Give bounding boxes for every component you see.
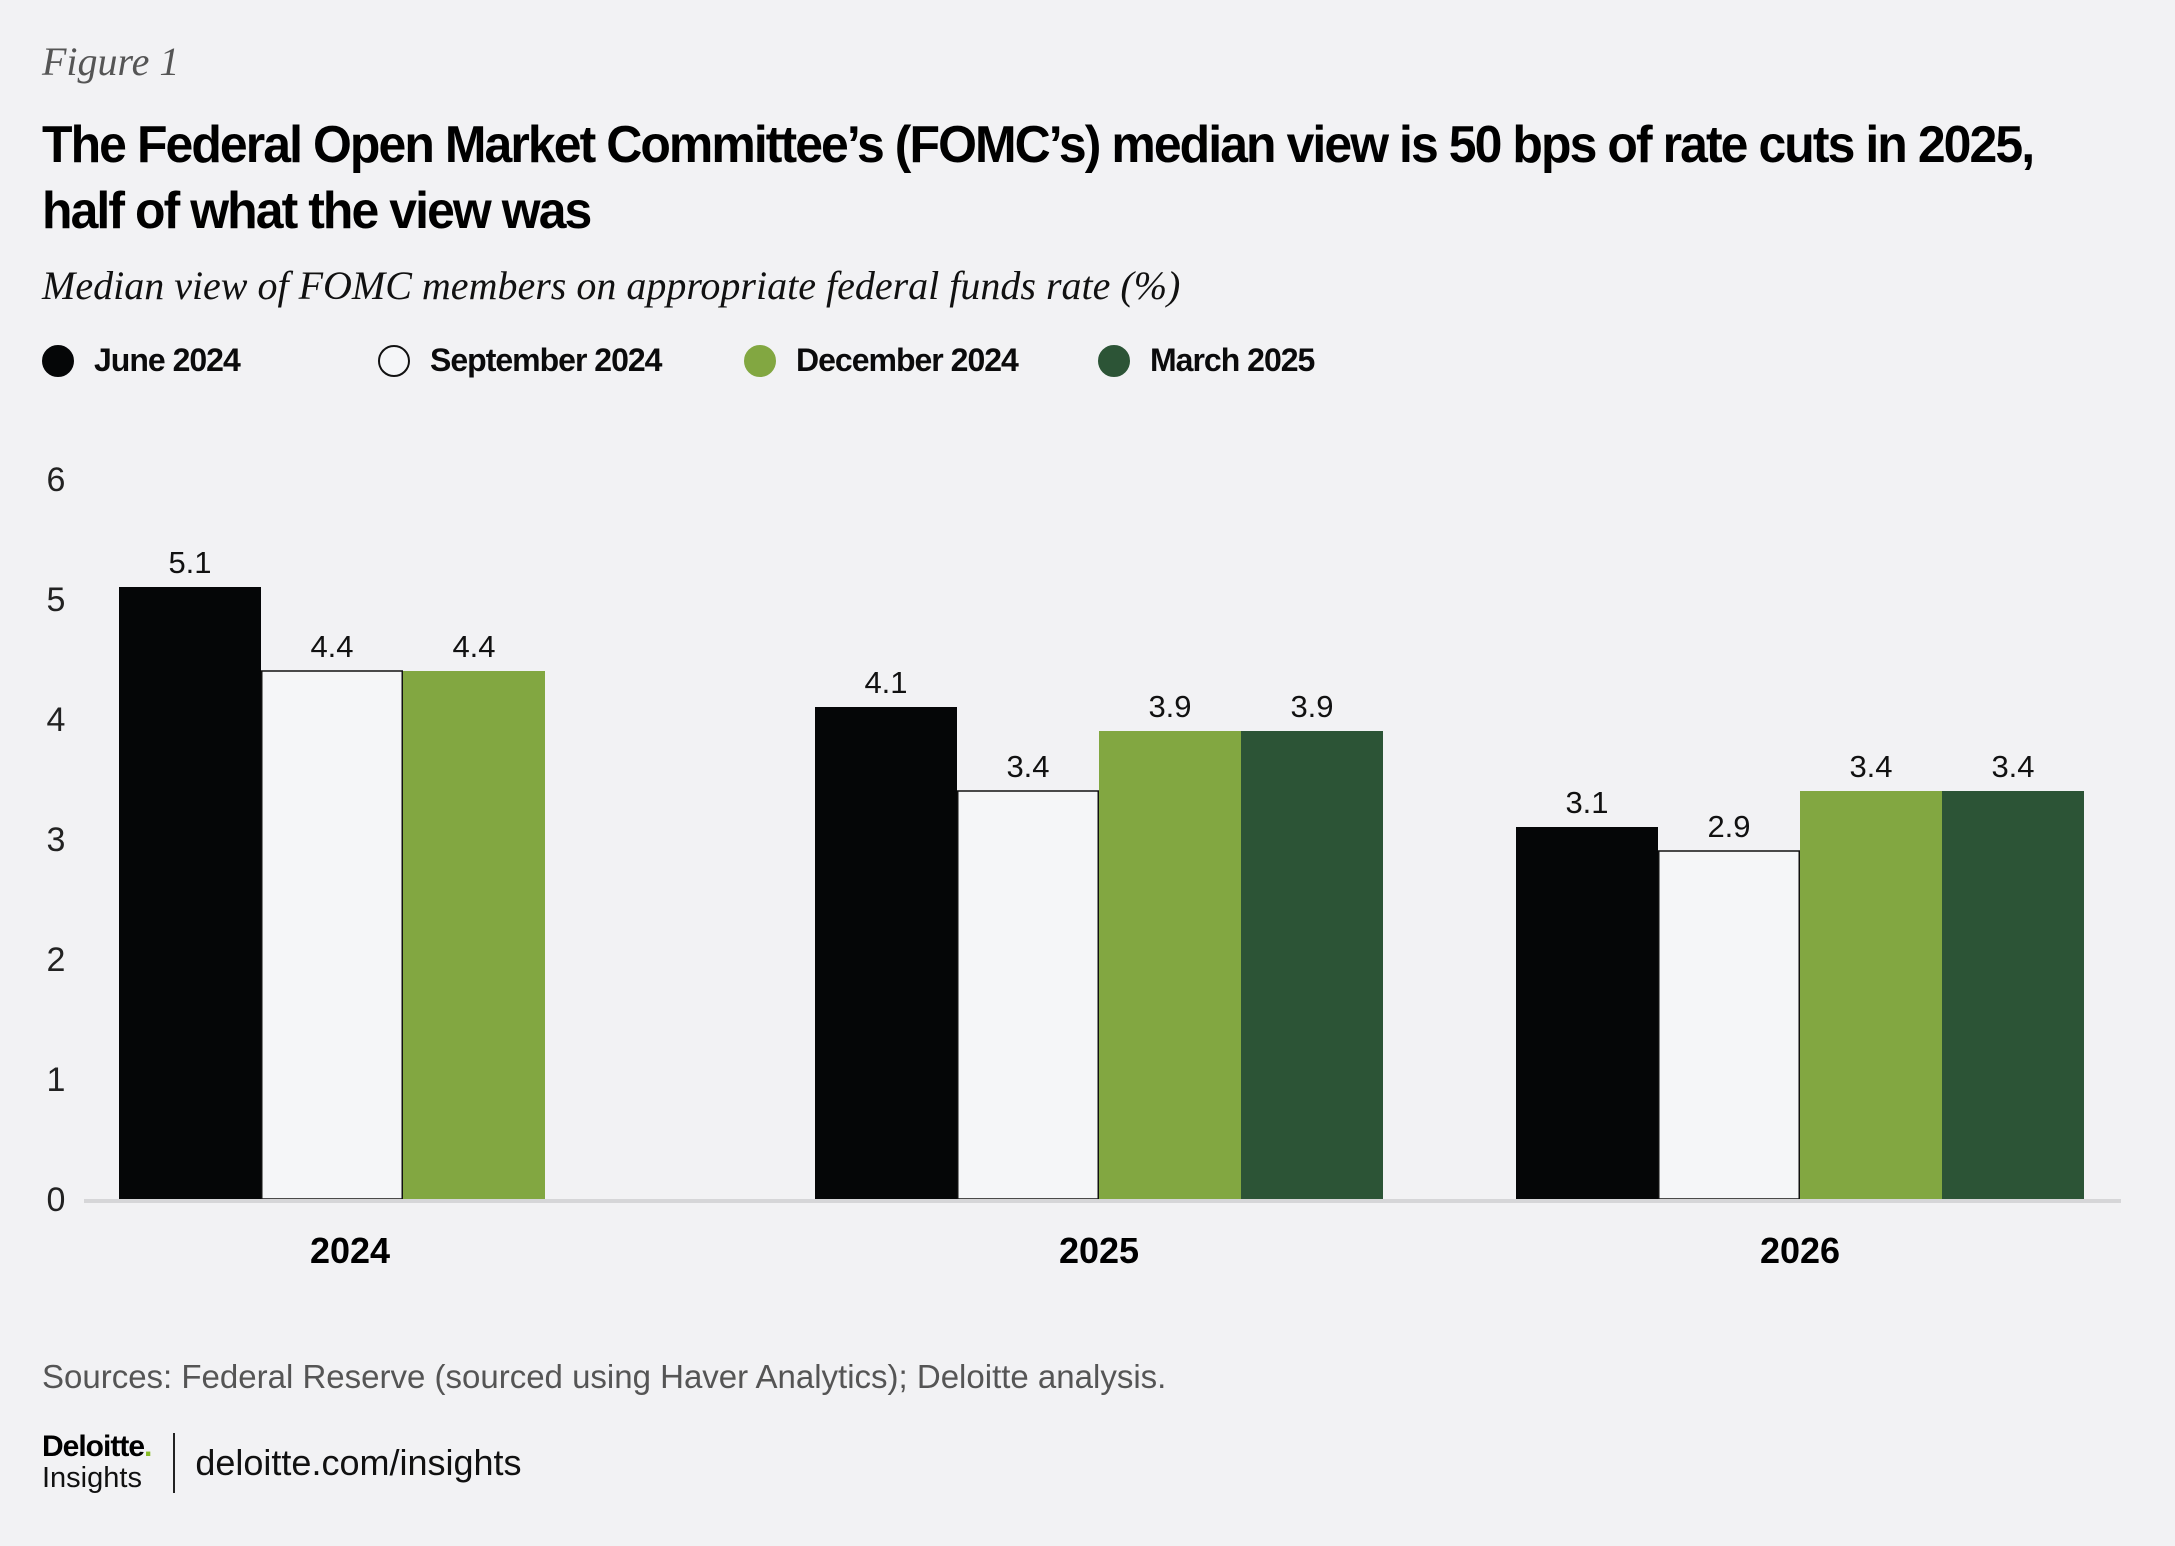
figure-label: Figure 1 bbox=[42, 39, 180, 84]
bar-march-2025-2025 bbox=[1241, 731, 1383, 1199]
data-label: 3.4 bbox=[1991, 749, 2034, 784]
legend: June 2024 September 2024 December 2024 M… bbox=[42, 342, 1315, 379]
x-tick-label: 2026 bbox=[1760, 1230, 1840, 1271]
logo-green-dot-icon: . bbox=[144, 1430, 152, 1463]
legend-label: June 2024 bbox=[94, 342, 241, 378]
bar-june-2024-2025 bbox=[815, 707, 957, 1199]
y-tick-label: 1 bbox=[47, 1061, 66, 1099]
bar-june-2024-2026 bbox=[1516, 827, 1658, 1199]
legend-label: December 2024 bbox=[796, 342, 1019, 378]
data-label: 2.9 bbox=[1707, 809, 1750, 844]
data-label: 4.4 bbox=[452, 629, 495, 664]
bar-december-2024-2024 bbox=[403, 671, 545, 1199]
footer-url-link[interactable]: deloitte.com/insights bbox=[195, 1441, 522, 1483]
bar-march-2025-2026 bbox=[1942, 791, 2084, 1199]
legend-label: March 2025 bbox=[1150, 342, 1315, 378]
y-tick-label: 2 bbox=[47, 941, 66, 979]
footer-divider bbox=[173, 1432, 176, 1493]
legend-swatch-circle-icon bbox=[42, 344, 74, 377]
y-tick-label: 5 bbox=[47, 581, 66, 619]
y-axis: 0 1 2 3 4 5 6 bbox=[47, 461, 66, 1219]
legend-item-september-2024: September 2024 bbox=[378, 342, 744, 379]
legend-swatch-circle-icon bbox=[1098, 344, 1130, 377]
legend-swatch-circle-icon bbox=[744, 344, 776, 377]
chart-title: The Federal Open Market Committee’s (FOM… bbox=[42, 116, 2035, 240]
bar-september-2024-2024 bbox=[261, 670, 403, 1200]
legend-swatch-circle-icon bbox=[378, 344, 410, 377]
bar-september-2024-2026 bbox=[1658, 850, 1800, 1200]
data-label: 4.1 bbox=[864, 665, 907, 700]
bar-december-2024-2025 bbox=[1099, 731, 1241, 1199]
x-tick-label: 2024 bbox=[310, 1230, 390, 1271]
y-tick-label: 6 bbox=[47, 461, 66, 499]
y-tick-label: 3 bbox=[47, 821, 66, 859]
data-label: 4.4 bbox=[310, 629, 353, 664]
footer: Deloitte. Insights deloitte.com/insights bbox=[42, 1432, 522, 1493]
y-tick-label: 0 bbox=[47, 1181, 66, 1219]
legend-label: September 2024 bbox=[430, 342, 662, 378]
data-label: 3.4 bbox=[1006, 749, 1049, 784]
bar-june-2024-2024 bbox=[119, 587, 261, 1199]
data-label: 3.1 bbox=[1565, 785, 1608, 820]
data-label: 3.9 bbox=[1148, 689, 1191, 724]
bars: 5.1 4.4 4.4 4.1 3.4 3.9 3.9 3.1 2.9 3.4 3.4 bbox=[119, 545, 2084, 1200]
deloitte-insights-logo: Deloitte. Insights bbox=[42, 1430, 152, 1494]
legend-item-march-2025: March 2025 bbox=[1098, 342, 1315, 379]
y-tick-label: 4 bbox=[47, 701, 66, 739]
data-label: 3.9 bbox=[1290, 689, 1333, 724]
legend-item-december-2024: December 2024 bbox=[744, 342, 1098, 379]
source-note: Sources: Federal Reserve (sourced using … bbox=[42, 1358, 1167, 1395]
bar-december-2024-2026 bbox=[1800, 791, 1942, 1199]
x-tick-label: 2025 bbox=[1059, 1230, 1139, 1271]
legend-item-june-2024: June 2024 bbox=[42, 342, 378, 379]
data-label: 3.4 bbox=[1849, 749, 1892, 784]
bar-september-2024-2025 bbox=[957, 790, 1099, 1200]
data-label: 5.1 bbox=[168, 545, 211, 580]
chart-subtitle: Median view of FOMC members on appropria… bbox=[42, 263, 1181, 308]
x-axis: 2024 2025 2026 bbox=[310, 1230, 1840, 1271]
logo-brand: Deloitte. bbox=[42, 1430, 152, 1463]
logo-brand-text: Deloitte bbox=[42, 1430, 145, 1463]
logo-sub: Insights bbox=[42, 1462, 142, 1494]
